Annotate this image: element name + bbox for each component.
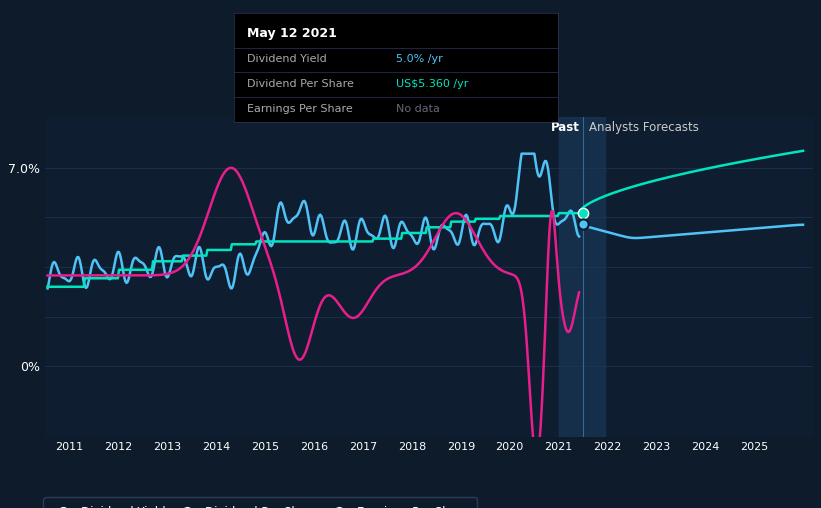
- Text: Past: Past: [551, 121, 580, 134]
- Text: No data: No data: [396, 104, 440, 114]
- Point: [576, 220, 589, 229]
- Text: May 12 2021: May 12 2021: [247, 27, 337, 40]
- Text: Dividend Per Share: Dividend Per Share: [247, 79, 354, 89]
- Text: US$5.360 /yr: US$5.360 /yr: [396, 79, 469, 89]
- Point: [576, 209, 589, 217]
- Text: Analysts Forecasts: Analysts Forecasts: [589, 121, 699, 134]
- Text: 5.0% /yr: 5.0% /yr: [396, 54, 443, 64]
- Bar: [558, 117, 605, 437]
- Legend: Dividend Yield, Dividend Per Share, Earnings Per Share: Dividend Yield, Dividend Per Share, Earn…: [44, 497, 477, 508]
- Text: Dividend Yield: Dividend Yield: [247, 54, 327, 64]
- Text: Earnings Per Share: Earnings Per Share: [247, 104, 353, 114]
